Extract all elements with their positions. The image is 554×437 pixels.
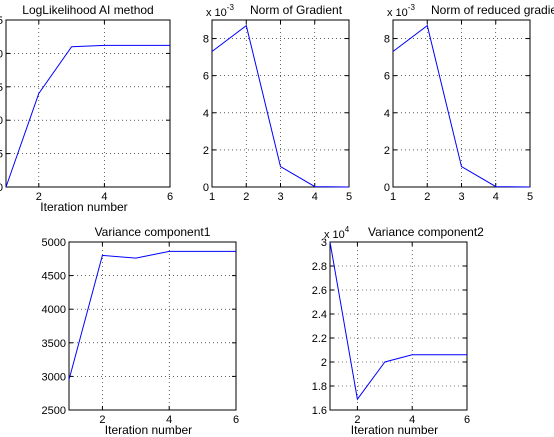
subplot-1: 2 4 6 -4240 -4235 -4230 -4225 -4220 -4215 LogLike…	[0, 3, 173, 214]
x-tick-label: 6	[233, 414, 239, 426]
y-tick-label: 4000	[42, 304, 66, 316]
x-tick-label: 6	[464, 414, 470, 426]
y-tick-label: 2	[321, 357, 327, 369]
y-tick-label: 8	[384, 34, 390, 46]
y-tick-label: 3000	[42, 371, 66, 383]
y-tick-label: 2.2	[312, 333, 327, 345]
x-tick-label: 2	[354, 414, 360, 426]
y-tick-label: -4240	[0, 182, 3, 194]
y-tick-label: 0	[203, 182, 209, 194]
y-tick-label: 4500	[42, 271, 66, 283]
chart-title: LogLikelihood AI method	[22, 3, 153, 17]
axis-exponent: x 104	[324, 225, 350, 241]
subplot-4: 2 4 6 2500 3000 3500 4000 4500 5000 Variance comp…	[42, 225, 240, 437]
y-tick-label: -4220	[0, 48, 3, 60]
y-tick-label: 2	[384, 145, 390, 157]
x-tick-label: 5	[346, 191, 352, 203]
axis-exponent: x 10-3	[206, 3, 234, 19]
subplot-3: 1 2 3 4 5 0 2 4 6 8 x 10-3 Norm of reduced gradient	[384, 3, 554, 203]
series-line-1	[329, 241, 467, 401]
x-tick-label: 4	[312, 191, 318, 203]
x-tick-label: 3	[277, 191, 283, 203]
series-line-1	[5, 44, 170, 188]
y-tick-label: 3	[321, 237, 327, 249]
y-tick-label: 3500	[42, 338, 66, 350]
y-tick-label: 4	[203, 108, 209, 120]
x-axis-label: Iteration number	[105, 423, 192, 437]
subplot-5: 2 4 6 1.6 1.8 2 2.2 2.4 2.6 2.8 3x 104 Variance com…	[312, 225, 484, 437]
x-axis-label: Iteration number	[40, 200, 127, 214]
plot-area	[5, 19, 171, 188]
x-tick-label: 4	[166, 414, 172, 426]
y-tick-label: -4235	[0, 149, 3, 161]
y-tick-label: 0	[384, 182, 390, 194]
x-tick-label: 2	[243, 191, 249, 203]
x-tick-label: 4	[101, 191, 107, 203]
x-tick-label: 2	[99, 414, 105, 426]
x-tick-label: 4	[493, 191, 499, 203]
axis-exponent: x 10-3	[387, 3, 415, 19]
y-tick-label: 2500	[42, 405, 66, 417]
y-tick-label: 6	[384, 71, 390, 83]
plot-area	[392, 19, 531, 188]
y-tick-label: 2.6	[312, 285, 327, 297]
chart-title: Norm of Gradient	[250, 3, 343, 17]
x-tick-label: 2	[424, 191, 430, 203]
x-tick-label: 4	[409, 414, 415, 426]
y-tick-label: 1.6	[312, 405, 327, 417]
y-tick-label: 2.8	[312, 261, 327, 273]
y-tick-label: -4225	[0, 82, 3, 94]
subplots: 2 4 6 -4240 -4235 -4230 -4225 -4220 -4215 LogLike…	[0, 3, 554, 437]
x-tick-label: 5	[527, 191, 533, 203]
series-line-1	[68, 250, 236, 380]
x-tick-label: 2	[36, 191, 42, 203]
subplot-2: 1 2 3 4 5 0 2 4 6 8 x 10-3 Norm of Gradient	[203, 3, 352, 203]
plot-area	[211, 19, 350, 188]
y-tick-label: 4	[384, 108, 390, 120]
y-tick-label: -4230	[0, 115, 3, 127]
y-tick-label: 1.8	[312, 381, 327, 393]
x-tick-label: 6	[167, 191, 173, 203]
y-tick-label: 5000	[42, 237, 66, 249]
y-tick-label: 2.4	[312, 309, 327, 321]
y-tick-label: 6	[203, 71, 209, 83]
chart-title: Norm of reduced gradient	[431, 3, 554, 17]
chart-title: Variance component2	[368, 225, 484, 239]
plot-area	[68, 241, 237, 411]
y-tick-label: 8	[203, 34, 209, 46]
plot-area	[329, 241, 468, 411]
chart-title: Variance component1	[95, 225, 211, 239]
series-line-1	[392, 24, 531, 188]
x-tick-label: 1	[390, 191, 396, 203]
series-line-1	[211, 24, 350, 188]
x-axis-label: Iteration number	[351, 423, 438, 437]
y-tick-label: -4215	[0, 15, 3, 27]
x-tick-label: 3	[458, 191, 464, 203]
x-tick-label: 1	[209, 191, 215, 203]
y-tick-label: 2	[203, 145, 209, 157]
